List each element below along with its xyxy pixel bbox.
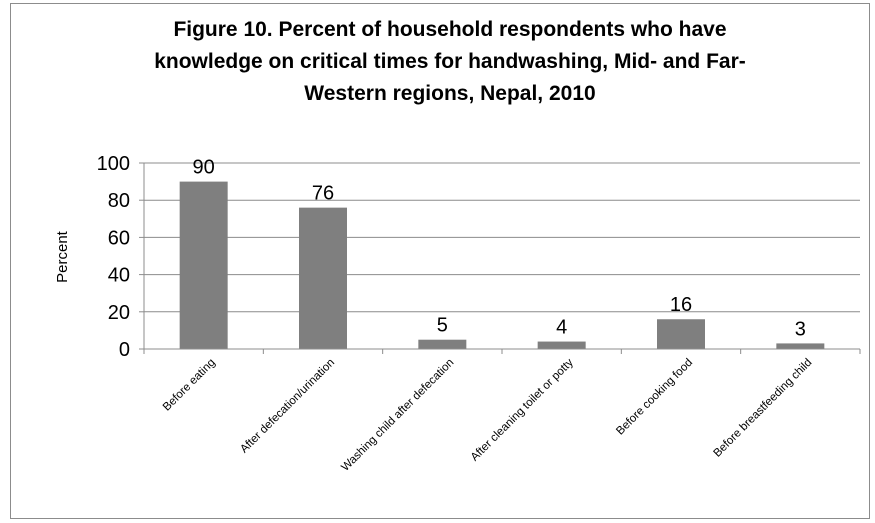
bar <box>537 341 586 349</box>
x-category-label: Washing child after defecation <box>339 357 456 474</box>
x-category-label: Before breastfeeding child <box>711 357 814 460</box>
data-label: 5 <box>437 315 448 337</box>
chart-frame <box>10 3 870 519</box>
x-category-label: Before cooking food <box>614 357 695 438</box>
x-category-label: After defecation/urination <box>238 357 337 456</box>
bar <box>418 339 467 349</box>
data-label: 16 <box>670 294 692 316</box>
data-label: 4 <box>556 317 567 339</box>
bar <box>776 343 825 349</box>
y-tick-label: 100 <box>97 153 130 175</box>
data-label: 3 <box>795 318 806 340</box>
x-category-label: After cleaning toilet or potty <box>469 356 576 463</box>
y-tick-label: 40 <box>108 265 130 287</box>
data-label: 90 <box>193 157 215 179</box>
y-tick-label: 20 <box>108 302 130 324</box>
y-axis-title: Percent <box>54 230 71 283</box>
chart-title: Figure 10. Percent of household responde… <box>154 18 746 105</box>
data-label: 76 <box>312 183 334 205</box>
bar <box>657 319 705 349</box>
bar <box>299 207 347 349</box>
y-tick-label: 60 <box>108 227 130 249</box>
bar <box>179 181 228 349</box>
y-tick-label: 0 <box>119 339 130 361</box>
y-tick-label: 80 <box>108 190 130 212</box>
x-category-label: Before eating <box>161 357 218 414</box>
